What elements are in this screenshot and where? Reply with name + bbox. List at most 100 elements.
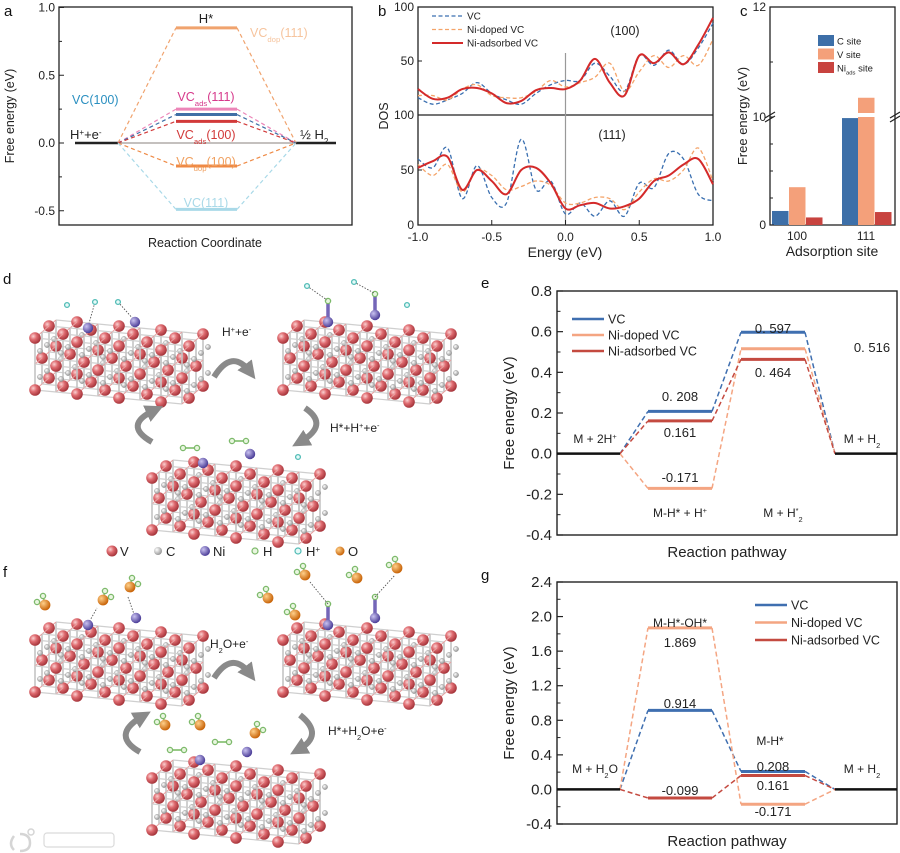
c-atom bbox=[203, 812, 209, 818]
c-atom bbox=[175, 516, 181, 522]
legend-atom-label-part: H bbox=[306, 544, 315, 559]
level-label: VCads(111) bbox=[177, 90, 234, 108]
v-atom bbox=[146, 772, 158, 784]
v-v-bond bbox=[83, 631, 92, 639]
level-connector bbox=[117, 142, 177, 210]
o-atom bbox=[39, 599, 51, 611]
c-atom bbox=[287, 794, 293, 800]
c-atom bbox=[453, 344, 459, 350]
c-atom bbox=[334, 346, 340, 352]
y-tick-label: -0.5 bbox=[34, 204, 55, 218]
c-atom bbox=[58, 350, 64, 356]
c-atom bbox=[191, 356, 197, 362]
panel-b-dos-chart: 100 50 (100) 100 50 0 (111) -1.0 -0.5 0.0 0.5 1.0 En… bbox=[377, 0, 722, 260]
v-v-bond bbox=[139, 341, 148, 349]
c-atom bbox=[37, 650, 43, 656]
v-v-bond bbox=[167, 639, 176, 647]
level-label-part: VC(111) bbox=[184, 196, 229, 210]
c-atom bbox=[163, 688, 169, 694]
v-v-bond bbox=[312, 525, 321, 533]
c-atom bbox=[418, 682, 424, 688]
c-atom bbox=[175, 816, 181, 822]
c-atom bbox=[217, 794, 223, 800]
state-label-part: M + H bbox=[763, 506, 795, 520]
v-v-bond bbox=[312, 825, 321, 833]
state-label: M + 2H+ bbox=[573, 432, 616, 447]
v-v-bond bbox=[97, 389, 106, 397]
c-atom bbox=[306, 678, 312, 684]
v-atom bbox=[146, 472, 158, 484]
v-v-bond bbox=[146, 361, 155, 369]
legend-label: VC bbox=[608, 313, 625, 327]
c-atom bbox=[121, 658, 127, 664]
v-atom bbox=[188, 528, 200, 540]
v-v-bond bbox=[270, 769, 279, 777]
legend-atom-label: H bbox=[263, 544, 272, 559]
v-v-bond bbox=[373, 385, 382, 393]
c-atom bbox=[149, 654, 155, 660]
legend-atom-icon bbox=[294, 547, 302, 555]
v-v-bond bbox=[387, 393, 396, 401]
h-plus-ion bbox=[91, 298, 99, 306]
bar-100-series-0 bbox=[772, 210, 789, 225]
level-label: VC(100) bbox=[72, 93, 119, 107]
v-v-bond bbox=[277, 509, 286, 517]
start-state-label-part: H bbox=[70, 127, 79, 142]
y-tick-label: 0 bbox=[407, 218, 414, 232]
v-v-bond bbox=[214, 529, 223, 537]
panel-letter-c: c bbox=[740, 3, 748, 20]
level-label-part: dop bbox=[194, 164, 207, 173]
v-v-bond bbox=[338, 651, 347, 659]
ni-atom bbox=[322, 316, 334, 328]
legend-atom-icon bbox=[154, 547, 162, 555]
state-label-part: + bbox=[612, 432, 616, 441]
level-label-part: dop bbox=[267, 35, 280, 44]
state-label-part: 2 bbox=[604, 771, 608, 780]
c-atom bbox=[128, 350, 134, 356]
reaction-step-label-part: O+e bbox=[361, 724, 384, 738]
level-connector bbox=[117, 142, 177, 167]
legend-atom-label: V bbox=[120, 544, 129, 559]
v-v-bond bbox=[284, 529, 293, 537]
v-v-bond bbox=[303, 687, 312, 695]
v-v-bond bbox=[104, 659, 113, 667]
v-v-bond bbox=[242, 473, 251, 481]
c-atom bbox=[322, 484, 328, 490]
panel-f-water-mechanism-diagram: H2O+e-H*+H2O+e- bbox=[29, 555, 459, 848]
v-v-bond bbox=[284, 777, 293, 785]
v-atom bbox=[272, 484, 284, 496]
c-atom bbox=[418, 380, 424, 386]
y-tick-label: 0.5 bbox=[38, 68, 55, 82]
v-v-bond bbox=[408, 671, 417, 679]
c-atom bbox=[161, 508, 167, 514]
state-label-part: M + H bbox=[844, 762, 876, 776]
h-atom bbox=[180, 746, 188, 754]
start-state-label-part: +e bbox=[84, 127, 99, 142]
level-connector bbox=[236, 114, 297, 144]
c-atom bbox=[65, 646, 71, 652]
c-atom bbox=[280, 826, 286, 832]
c-atom bbox=[142, 384, 148, 390]
pathway-connector bbox=[711, 774, 742, 799]
v-v-bond bbox=[401, 329, 410, 337]
c-atom bbox=[161, 782, 167, 788]
bar-111-series-0 bbox=[842, 118, 859, 225]
panel-letter-b: b bbox=[378, 3, 386, 20]
ni-atom bbox=[130, 612, 142, 624]
legend-label: C site bbox=[837, 37, 861, 48]
c-atom bbox=[238, 496, 244, 502]
o-atom bbox=[249, 727, 261, 739]
v-v-bond bbox=[153, 631, 162, 639]
v-atom bbox=[113, 392, 125, 404]
start-state-label: H++e- bbox=[70, 127, 102, 142]
v-v-bond bbox=[125, 635, 134, 643]
v-v-bond bbox=[345, 691, 354, 699]
v-v-bond bbox=[270, 521, 279, 529]
pathway-connector bbox=[619, 420, 649, 455]
h-atom bbox=[134, 580, 142, 588]
h-atom bbox=[262, 585, 270, 593]
v-v-bond bbox=[401, 381, 410, 389]
v-v-bond bbox=[443, 385, 452, 393]
v-v-bond bbox=[146, 663, 155, 671]
c-atom bbox=[259, 498, 265, 504]
